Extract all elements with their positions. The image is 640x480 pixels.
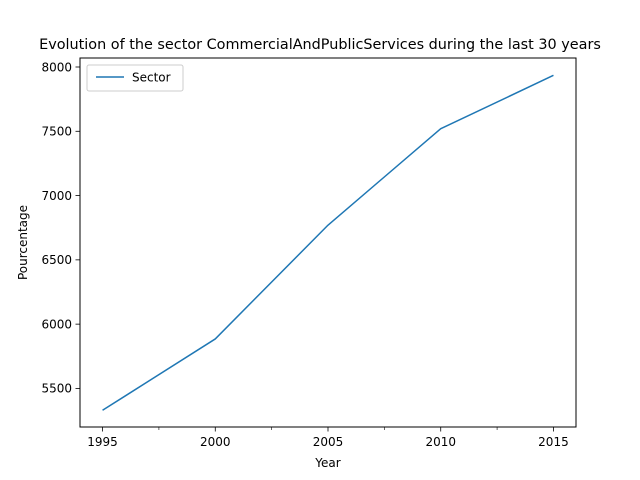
y-tick-label: 5500 <box>41 382 72 396</box>
y-axis-label: Pourcentage <box>16 205 30 280</box>
x-tick-label: 2010 <box>425 435 456 449</box>
x-tick-label: 2005 <box>313 435 344 449</box>
y-tick-label: 8000 <box>41 60 72 74</box>
x-axis-label: Year <box>314 456 340 470</box>
series-line <box>102 74 554 411</box>
y-tick-label: 6500 <box>41 253 72 267</box>
x-tick-label: 1995 <box>87 435 118 449</box>
y-tick-label: 7000 <box>41 189 72 203</box>
plot-area <box>79 57 577 428</box>
y-tick-label: 7500 <box>41 125 72 139</box>
y-tick-label: 6000 <box>41 317 72 331</box>
y-axis: 5500 6000 6500 7000 7500 8000 <box>41 60 80 396</box>
series-layer <box>102 74 554 411</box>
legend-frame <box>86 64 184 92</box>
x-tick-label: 2015 <box>538 435 569 449</box>
x-tick-label: 2000 <box>200 435 231 449</box>
x-axis: 1995 2000 2005 2010 2015 <box>87 427 569 449</box>
legend-label: Sector <box>132 71 171 85</box>
axes-frame <box>79 57 577 428</box>
chart-title: Evolution of the sector CommercialAndPub… <box>39 37 601 53</box>
legend: Sector <box>86 64 184 92</box>
